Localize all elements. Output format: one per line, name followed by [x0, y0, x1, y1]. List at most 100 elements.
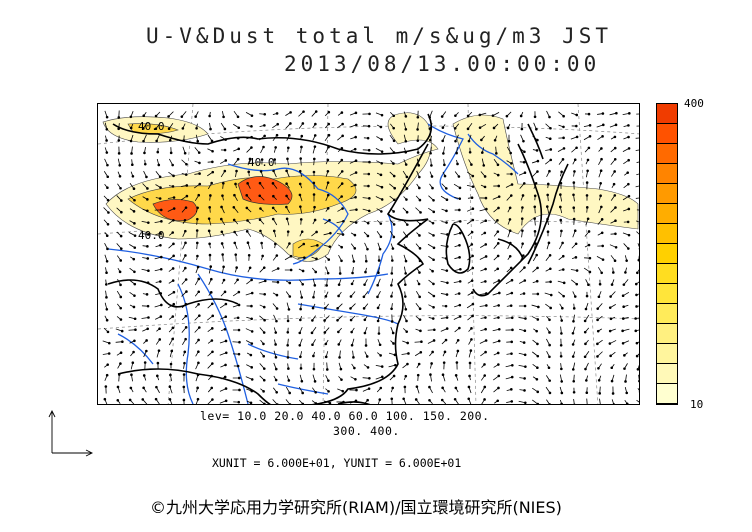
wind-vector-head [404, 259, 408, 263]
wind-vector-head [601, 244, 604, 248]
wind-vector-head [289, 268, 293, 272]
wind-vector-head [220, 242, 224, 245]
wind-vector-head [198, 172, 201, 175]
wind-vector-head [368, 376, 371, 380]
wind-vector-head [210, 139, 214, 143]
wind-vector-head [354, 111, 358, 115]
wind-vector-head [535, 279, 539, 283]
wind-vector-head [366, 247, 369, 251]
wind-vector-head [129, 386, 133, 390]
wind-vector-head [367, 209, 371, 213]
wind-vector-head [404, 163, 408, 166]
wind-vector-head [184, 241, 187, 245]
wind-vector-head [350, 282, 354, 286]
wind-vector-head [245, 206, 249, 210]
wind-vector-head [441, 139, 445, 143]
wind-vector-head [340, 146, 344, 150]
wind-vector-head [431, 269, 434, 273]
wind-vector-head [522, 341, 526, 344]
wind-vector-head [104, 283, 108, 286]
wind-vector-head [587, 146, 591, 150]
wind-vector-head [207, 217, 211, 220]
wind-vector-head [276, 280, 280, 284]
wind-vector-head [628, 112, 631, 115]
wind-vector-head [522, 254, 525, 257]
wind-vector-head [561, 254, 565, 258]
wind-vector-head [442, 152, 445, 155]
wind-vector-head [312, 354, 315, 358]
wind-vector-head [185, 194, 189, 198]
wind-vector-head [246, 241, 250, 244]
wind-vector-head [146, 245, 149, 248]
wind-vector-head [234, 253, 238, 256]
wind-vector-head [312, 193, 316, 196]
wind-vector-head [511, 328, 514, 332]
wind-vector-head [133, 270, 136, 274]
wind-vector-head [613, 135, 617, 139]
contour-label: 40.0 [138, 229, 165, 242]
wind-vector-head [170, 349, 174, 353]
wind-vector-head [119, 318, 123, 321]
wind-vector-head [312, 181, 316, 185]
wind-vector-head [184, 337, 187, 341]
wind-vector-head [342, 400, 345, 404]
wind-vector-head [536, 266, 539, 270]
wind-vector-head [263, 318, 266, 322]
wind-vector-head [354, 221, 358, 224]
wind-vector-head [496, 242, 500, 245]
wind-vector-head [404, 283, 407, 286]
wind-vector-head [236, 136, 240, 140]
wind-vector-head [627, 135, 630, 139]
wind-vector-head [536, 366, 539, 369]
wind-vector-head [547, 241, 551, 245]
wind-vector-head [106, 175, 110, 179]
wind-vector-head [548, 137, 552, 140]
wind-vector-head [574, 256, 578, 259]
wind-vector-head [498, 291, 501, 295]
wind-vector [573, 399, 575, 404]
wind-vector-head [585, 379, 588, 382]
wind-vector-head [119, 186, 122, 190]
wind-vector-head [598, 282, 602, 286]
wind-vector-head [467, 139, 471, 143]
wind-vector-head [471, 185, 475, 188]
wind-vector-head [367, 387, 371, 390]
wind-vector-head [262, 331, 266, 334]
wind-vector-head [416, 128, 419, 131]
wind-vector-head [394, 363, 397, 367]
wind-vector-head [467, 397, 471, 401]
wind-vector-head [471, 302, 475, 306]
wind-vector-head [105, 234, 109, 238]
wind-vector-head [483, 385, 487, 389]
wind-vector-head [376, 306, 380, 310]
wind-vector-head [289, 254, 293, 258]
wind-vector-head [638, 379, 639, 383]
wind-vector-head [133, 294, 136, 297]
wind-vector-head [575, 146, 578, 150]
wind-vector-head [364, 259, 368, 263]
wind-vector-head [250, 378, 254, 381]
wind-vector-head [197, 277, 201, 281]
wind-vector-head [171, 279, 175, 282]
wind-vector-head [275, 390, 278, 394]
wind-vector-head [587, 230, 591, 233]
wind-vector-head [198, 326, 201, 329]
wind-vector-head [210, 374, 213, 378]
wind-vector-head [197, 350, 200, 354]
wind-vector-head [145, 339, 148, 342]
wind-vector-head [599, 181, 602, 185]
wind-vector-head [534, 181, 538, 185]
wind-vector-head [573, 170, 576, 173]
wind-vector-head [117, 152, 121, 155]
wind-vector-head [197, 151, 201, 154]
wind-vector-head [354, 195, 357, 199]
wind-vector-head [446, 233, 449, 236]
wind-vector-head [454, 114, 457, 117]
wind-vector-head [326, 193, 330, 197]
wind-vector-head [573, 295, 577, 298]
wind-vector-head [160, 220, 163, 223]
wind-vector-head [223, 127, 227, 131]
wind-vector-head [614, 219, 617, 223]
wind-vector-head [613, 158, 617, 161]
wind-vector-head [624, 380, 627, 383]
